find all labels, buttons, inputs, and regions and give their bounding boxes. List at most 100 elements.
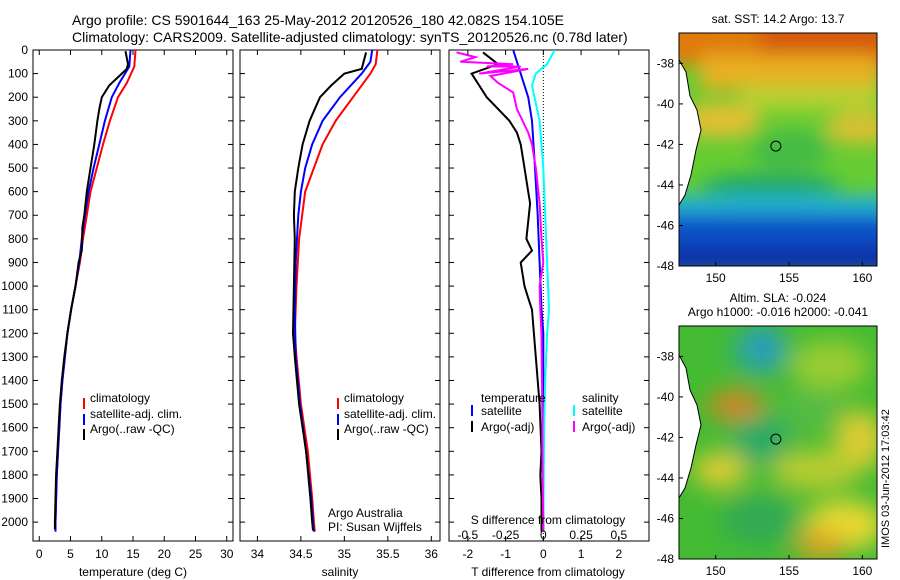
x-tick-label: -2 xyxy=(463,547,474,561)
depth-tick-label: 1700 xyxy=(1,444,28,458)
depth-tick-label: 500 xyxy=(8,161,28,175)
timestamp-stamp: IMOS 03-Jun-2012 17:03:42 xyxy=(880,409,892,548)
series-line-temperature-satellite xyxy=(512,50,545,532)
map-y-tick-label: -44 xyxy=(657,471,675,485)
map-x-tick-label: 150 xyxy=(706,271,726,285)
temperature-diff-xlabel: T difference from climatology xyxy=(471,565,625,579)
salinity-diff-axis-label: S difference from climatology xyxy=(471,513,626,527)
legend-label-argo: Argo(..raw -QC) xyxy=(90,422,175,436)
top-x-tick-label: 0.25 xyxy=(569,528,593,542)
depth-tick-label: 400 xyxy=(8,137,28,151)
salinity-panel: 34 34.5 35 35.5 36 salinity climatology sate… xyxy=(239,49,441,579)
depth-tick-label: 100 xyxy=(8,67,28,81)
map-x-tick-label: 160 xyxy=(852,271,872,285)
x-tick-label: 36 xyxy=(425,547,439,561)
sla-map-float-marker xyxy=(770,433,782,445)
x-tick-label: -1 xyxy=(500,547,511,561)
top-x-tick-label: -0.5 xyxy=(458,528,479,542)
salinity-legend: climatology satellite-adj. clim. Argo(..… xyxy=(337,391,436,440)
x-tick-label: 35 xyxy=(338,547,352,561)
map-y-tick-label: -48 xyxy=(657,552,675,566)
salinity-axes-box xyxy=(239,49,441,542)
depth-tick-label: 600 xyxy=(8,185,28,199)
x-tick-label: 34.5 xyxy=(289,547,313,561)
series-line-climatology xyxy=(293,50,379,532)
legend-label-satellite: satellite-adj. clim. xyxy=(344,407,436,421)
annotation-institution: Argo Australia xyxy=(328,506,403,520)
map-x-tick-label: 155 xyxy=(779,271,799,285)
x-tick-label: 25 xyxy=(189,547,203,561)
depth-tick-label: 0 xyxy=(21,43,28,57)
difference-legend: temperature satellite Argo(-adj) salinit… xyxy=(471,391,635,434)
sla-map-panel: Altim. SLA: -0.024 Argo h1000: -0.016 h2… xyxy=(657,291,878,578)
x-tick-label: 5 xyxy=(67,547,74,561)
depth-tick-label: 2000 xyxy=(1,515,28,529)
legend-title-salinity: salinity xyxy=(582,391,619,405)
sst-map-title: sat. SST: 14.2 Argo: 13.7 xyxy=(712,12,845,26)
top-x-tick-label: 0 xyxy=(540,528,547,542)
depth-tick-label: 1000 xyxy=(1,279,28,293)
x-tick-label: 20 xyxy=(158,547,172,561)
map-y-tick-label: -46 xyxy=(657,218,675,232)
series-line-salinity-satellite xyxy=(530,50,556,532)
legend-label-s-satellite: satellite xyxy=(582,404,623,418)
x-tick-label: 1 xyxy=(578,547,585,561)
legend-label-argo: Argo(..raw -QC) xyxy=(344,422,429,436)
depth-tick-label: 300 xyxy=(8,114,28,128)
legend-label-climatology: climatology xyxy=(90,391,150,405)
sst-map-panel: sat. SST: 14.2 Argo: 13.7 -38 -40 -42 -44 -4… xyxy=(657,12,878,285)
x-tick-label: 2 xyxy=(615,547,622,561)
series-line-argo xyxy=(53,51,130,530)
depth-tick-label: 1100 xyxy=(2,303,28,317)
x-tick-label: 30 xyxy=(220,547,234,561)
legend-label-s-argo: Argo(-adj) xyxy=(582,420,635,434)
map-y-tick-label: -38 xyxy=(657,56,675,70)
map-y-tick-label: -40 xyxy=(657,97,675,111)
depth-tick-label: 1600 xyxy=(1,421,28,435)
temperature-panel: 0 5 10 15 20 25 30 temperature (deg C) climato… xyxy=(32,49,234,579)
legend-label-t-satellite: satellite xyxy=(481,404,522,418)
series-line-argo xyxy=(291,52,368,531)
map-y-tick-label: -40 xyxy=(657,390,675,404)
difference-panel: -2 -1 0 1 2 -0.5 -0.25 0 0.25 0.5 S difference f… xyxy=(448,49,650,579)
sla-map-subtitle: Argo h1000: -0.016 h2000: -0.041 xyxy=(688,305,868,319)
top-x-tick-label: 0.5 xyxy=(610,528,627,542)
legend-title-temperature: temperature xyxy=(481,391,546,405)
x-tick-label: 0 xyxy=(540,547,547,561)
legend-label-t-argo: Argo(-adj) xyxy=(481,420,534,434)
legend-label-satellite: satellite-adj. clim. xyxy=(90,407,182,421)
sla-map-title: Altim. SLA: -0.024 xyxy=(730,291,827,305)
x-tick-label: 10 xyxy=(95,547,109,561)
sla-map-frame xyxy=(678,325,878,560)
x-tick-label: 35.5 xyxy=(376,547,400,561)
sla-field xyxy=(679,326,877,559)
depth-tick-label: 800 xyxy=(8,232,28,246)
sst-field xyxy=(679,33,877,266)
top-x-tick-label: -0.25 xyxy=(492,528,520,542)
salinity-xlabel: salinity xyxy=(322,565,359,579)
x-tick-label: 15 xyxy=(126,547,140,561)
series-line-temperature-argo xyxy=(470,51,543,532)
sst-map-frame xyxy=(678,32,878,267)
annotation-pi: PI: Susan Wijffels xyxy=(328,520,422,534)
depth-tick-label: 1500 xyxy=(1,397,28,411)
map-x-tick-label: 155 xyxy=(779,564,799,578)
x-tick-label: 0 xyxy=(36,547,43,561)
temperature-axes-box xyxy=(32,49,234,542)
figure-title-line1: Argo profile: CS 5901644_163 25-May-2012… xyxy=(72,12,564,28)
map-x-tick-label: 150 xyxy=(706,564,726,578)
legend-label-climatology: climatology xyxy=(344,391,404,405)
map-y-tick-label: -42 xyxy=(657,430,675,444)
depth-tick-label: 1900 xyxy=(1,492,28,506)
map-y-tick-label: -38 xyxy=(657,349,675,363)
depth-tick-label: 200 xyxy=(8,90,28,104)
map-y-tick-label: -46 xyxy=(657,511,675,525)
depth-tick-label: 1200 xyxy=(1,326,28,340)
depth-tick-label: 700 xyxy=(8,208,28,222)
depth-tick-label: 1300 xyxy=(1,350,28,364)
map-x-tick-label: 160 xyxy=(852,564,872,578)
temperature-xlabel: temperature (deg C) xyxy=(79,565,187,579)
map-y-tick-label: -42 xyxy=(657,137,675,151)
figure-title-line2: Climatology: CARS2009. Satellite-adjuste… xyxy=(72,29,628,45)
